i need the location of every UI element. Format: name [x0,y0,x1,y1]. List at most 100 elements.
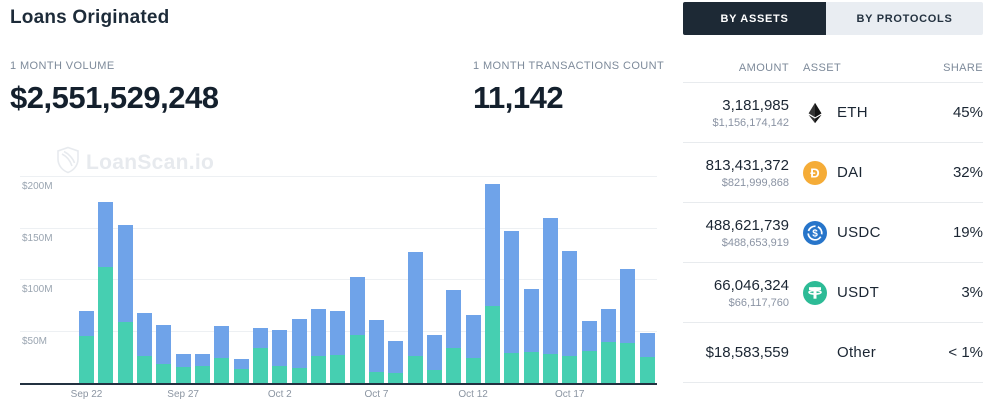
bar-segment-blue [542,218,558,355]
bar-segment-blue [310,308,326,357]
bar-segment-green [620,342,636,383]
bar-segment-green [136,356,152,383]
bar-segment-green [252,347,268,383]
chart-bar-oct-11[interactable] [446,290,462,383]
chart-bar-oct-19[interactable] [600,308,616,383]
chart-bar-oct-5[interactable] [330,310,346,383]
chart-bar-oct-12[interactable] [465,315,481,383]
bar-segment-blue [639,332,655,358]
chart-bar-sep-25[interactable] [136,312,152,383]
asset-amount-value: $18,583,559 [705,344,789,361]
asset-amount: 488,621,739 $488,653,919 [683,217,789,249]
bar-segment-green [465,358,481,383]
stat-volume-label: 1 MONTH VOLUME [10,60,115,72]
bar-segment-green [79,335,94,383]
chart-bar-oct-20[interactable] [620,268,636,383]
loanscan-watermark: LoanScan.io [56,146,214,179]
asset-amount-value: 3,181,985 [722,96,789,114]
bar-segment-green [504,353,520,383]
bar-segment-green [310,356,326,383]
bar-segment-blue [388,340,404,373]
chart-bar-sep-27[interactable] [175,354,191,383]
asset-symbol: Other [837,344,877,361]
bar-segment-green [194,365,210,383]
y-tick-label: $200M [22,181,53,192]
chart-bar-oct-15[interactable] [523,289,539,383]
chart-bar-oct-18[interactable] [581,321,597,383]
chart-bar-oct-3[interactable] [291,319,307,383]
bar-segment-blue [523,289,539,353]
usdt-icon [803,280,827,305]
chart-bar-sep-26[interactable] [156,325,172,383]
x-tick-label: Oct 17 [555,389,585,400]
x-tick-label: Oct 7 [364,389,389,400]
chart-bar-oct-13[interactable] [484,184,500,383]
chart-bar-oct-4[interactable] [310,308,326,383]
bar-segment-blue [600,308,616,342]
asset-symbol: ETH [837,104,868,121]
bar-segment-green [349,334,365,383]
bar-segment-green [562,356,578,383]
asset-share: < 1% [948,344,983,361]
tab-by-protocols[interactable]: BY PROTOCOLS [826,2,983,35]
chart-bar-oct-17[interactable] [562,251,578,383]
breakdown-tabs: BY ASSETS BY PROTOCOLS [683,2,983,35]
asset-amount: $18,583,559 [683,344,789,361]
stat-transactions-label: 1 MONTH TRANSACTIONS COUNT [473,60,665,72]
bar-segment-green [98,266,114,383]
usdc-icon: $ [803,220,827,245]
chart-bar-sep-29[interactable] [214,326,230,383]
svg-text:Đ: Đ [810,165,819,180]
bar-segment-blue [214,326,230,359]
bar-segment-green [214,358,230,383]
bar-segment-blue [98,201,114,267]
asset-share: 3% [961,284,983,301]
bar-segment-blue [484,184,500,306]
chart-bar-oct-21[interactable] [639,332,655,383]
bar-segment-green [407,356,423,383]
chart-bar-sep-24[interactable] [117,225,133,383]
bar-segment-blue [349,276,365,335]
bar-segment-blue [446,290,462,348]
y-tick-label: $150M [22,232,53,244]
asset-row-eth: 3,181,985 $1,156,174,142 ETH 45% [683,83,983,143]
bar-segment-green [600,341,616,383]
chart-bar-oct-14[interactable] [504,230,520,383]
loans-bar-chart: $50M $100M $150M $200M [20,176,657,385]
chart-bar-oct-1[interactable] [252,328,268,383]
bar-segment-green [523,352,539,383]
chart-bar-sep-23[interactable] [98,201,114,383]
chart-bar-oct-7[interactable] [368,320,384,383]
chart-bar-oct-6[interactable] [349,276,365,383]
bar-segment-green [117,322,133,383]
chart-bar-oct-10[interactable] [426,334,442,383]
bar-segment-green [388,372,404,383]
bar-segment-blue [252,328,268,348]
chart-bar-sep-30[interactable] [233,359,249,383]
bar-segment-blue [368,320,384,372]
bar-segment-blue [175,354,191,367]
loanscan-watermark-text: LoanScan.io [86,150,215,174]
bar-segment-green [639,357,655,383]
chart-bar-sep-22[interactable] [79,310,94,383]
chart-bar-oct-2[interactable] [272,330,288,383]
chart-bar-oct-8[interactable] [388,340,404,383]
chart-bar-oct-9[interactable] [407,252,423,383]
bar-segment-green [175,366,191,383]
bar-segment-blue [117,225,133,323]
bar-segment-blue [136,312,152,357]
asset-symbol: USDC [837,224,881,241]
chart-bar-oct-16[interactable] [542,218,558,383]
bar-segment-green [542,354,558,383]
y-tick-label: $100M [22,284,53,295]
asset-symbol: DAI [837,164,863,181]
svg-text:$: $ [812,228,818,239]
gridline-$200M [20,176,657,177]
header-asset: ASSET [803,62,842,74]
asset-share: 45% [952,104,983,121]
tab-by-assets[interactable]: BY ASSETS [683,2,826,35]
bar-segment-green [156,364,172,383]
chart-bar-sep-28[interactable] [194,354,210,383]
y-tick-label: $50M [22,335,48,347]
asset-row-other: $18,583,559 Other < 1% [683,323,983,383]
